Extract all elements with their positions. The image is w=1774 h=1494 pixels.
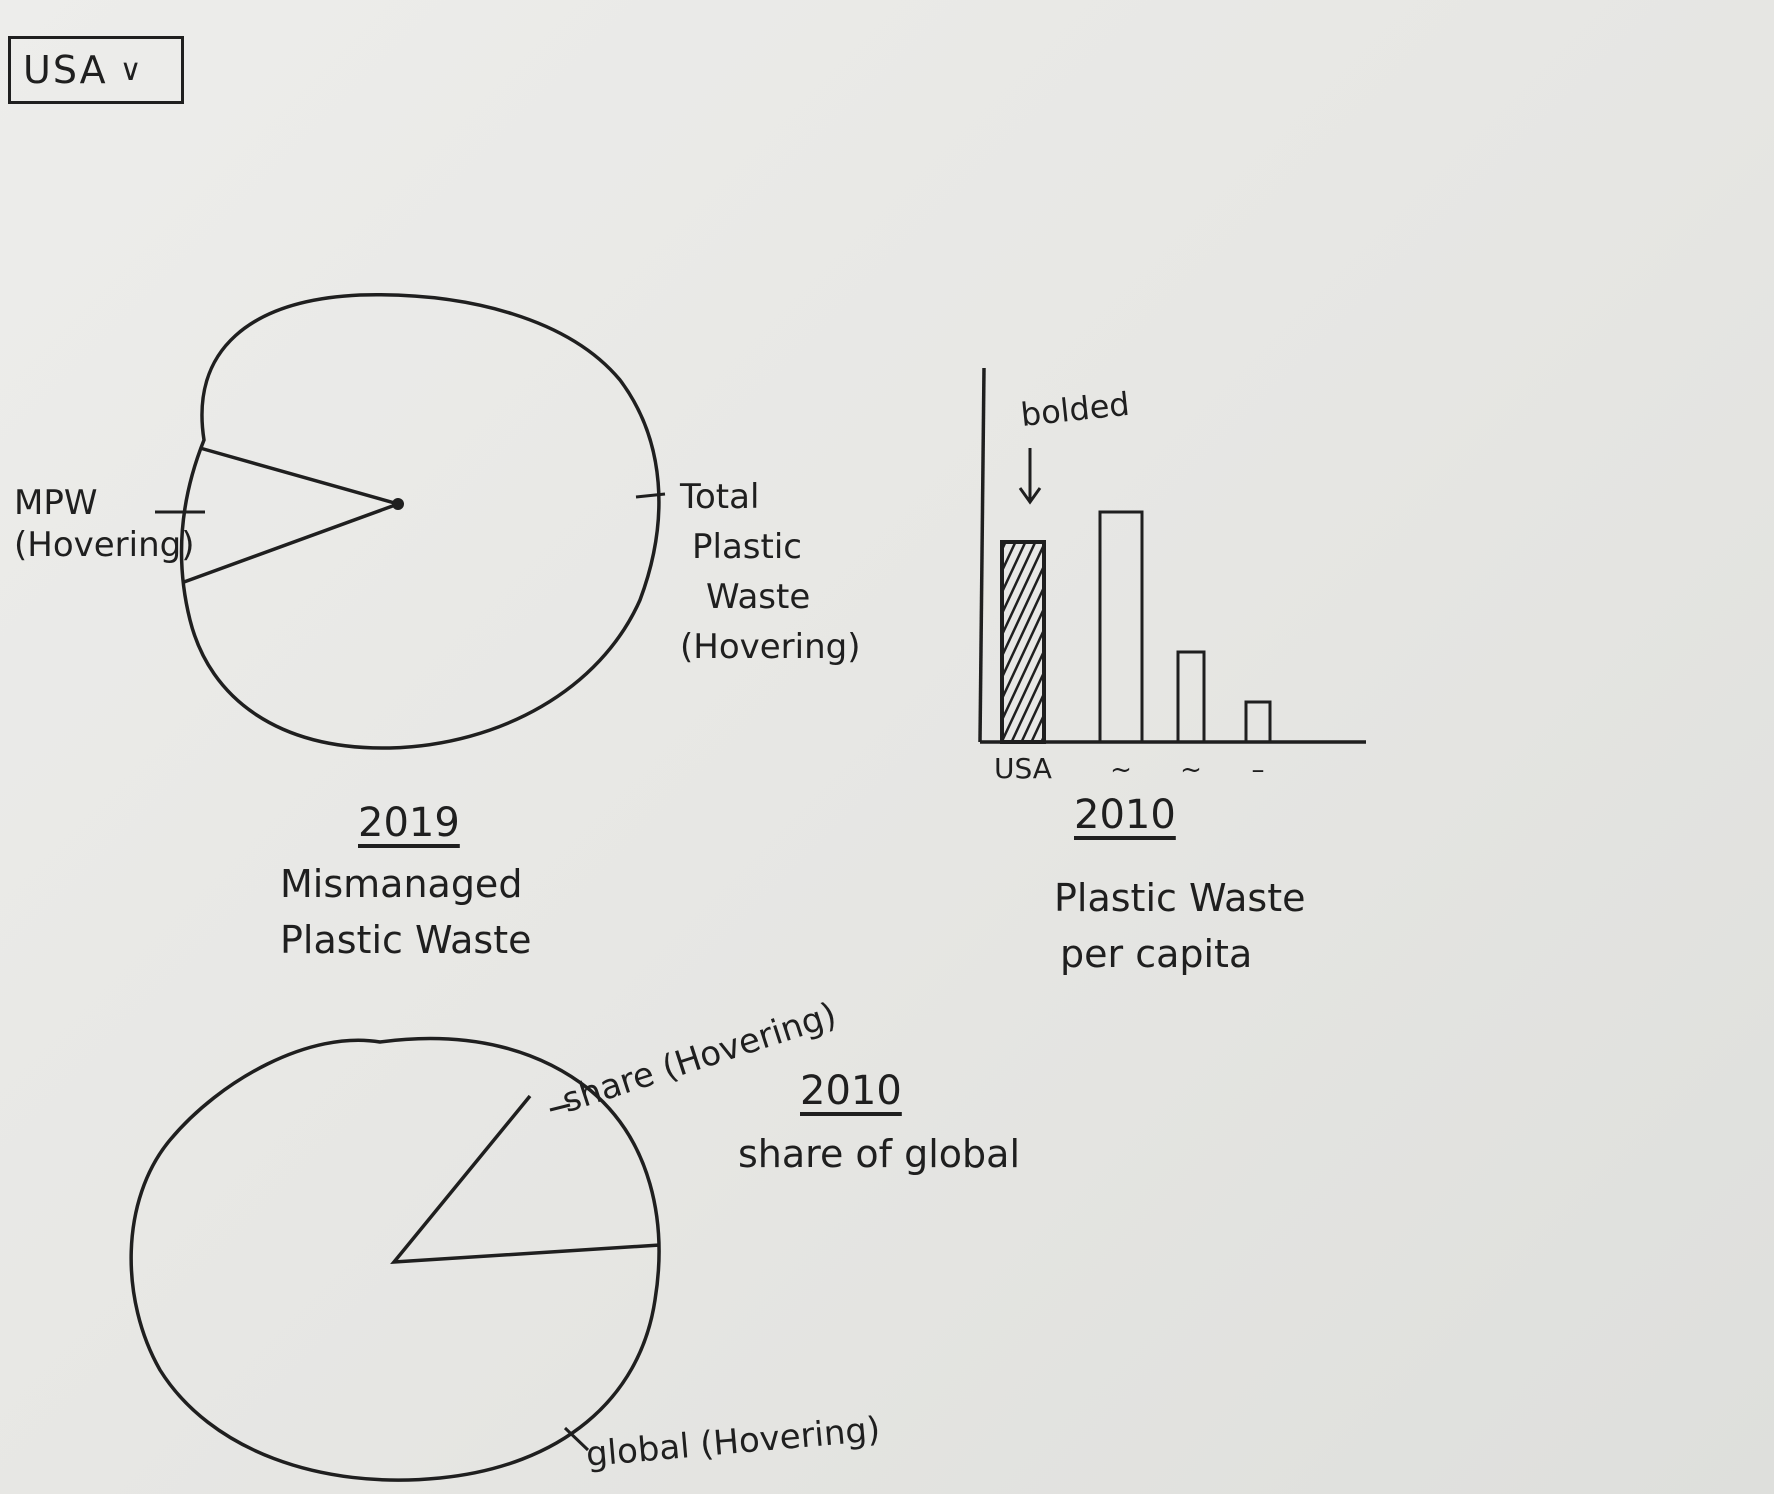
per-capita-title-line2: per capita [1060,932,1253,976]
bar-label-3: – [1252,755,1265,785]
bar-3[interactable] [1244,700,1272,744]
bar-label-0: USA [994,752,1052,785]
mpw-label-line2: (Hovering) [14,525,195,565]
global-label-tick [563,1426,590,1452]
pie-center-dot [392,498,404,510]
share-slice[interactable] [390,1094,661,1265]
share-label-tick [549,1103,571,1112]
country-dropdown[interactable]: USA ∨ [8,36,184,104]
country-dropdown-value: USA [23,48,108,92]
per-capita-chart-title: Plastic Waste per capita [1054,870,1306,982]
mpw-slice-label: MPW (Hovering) [14,482,195,566]
mpw-label-line1: MPW [14,483,98,523]
mpw-title-line2: Plastic Waste [280,918,532,962]
bar-label-2: ~ [1180,755,1202,785]
bar-2[interactable] [1176,650,1206,744]
mpw-chart-title: Mismanaged Plastic Waste [280,856,532,968]
share-chart-year: 2010 [800,1068,902,1114]
chevron-down-icon: ∨ [119,52,144,88]
total-slice-label: Total Plastic Waste (Hovering) [680,472,861,672]
bar-y-axis [978,367,986,743]
share-chart-title: share of global [738,1132,1021,1176]
bar-1[interactable] [1098,510,1144,744]
share-pie-outline[interactable] [129,1036,661,1482]
total-label-line4: (Hovering) [680,627,861,667]
mpw-title-line1: Mismanaged [280,862,523,906]
per-capita-bar-chart: USA ~ ~ – bolded [978,367,1366,785]
total-label-line1: Total [680,477,760,517]
arrow-down-icon [1018,448,1042,505]
total-label-tick [635,492,666,499]
bar-label-1: ~ [1110,755,1132,785]
mpw-pie-outline[interactable] [179,293,661,750]
mpw-chart-year: 2019 [358,800,460,846]
bar-0[interactable] [1000,540,1046,744]
total-label-line3: Waste [706,577,811,617]
per-capita-chart-year: 2010 [1074,792,1176,838]
per-capita-title-line1: Plastic Waste [1054,876,1306,920]
total-label-line2: Plastic [692,527,802,567]
